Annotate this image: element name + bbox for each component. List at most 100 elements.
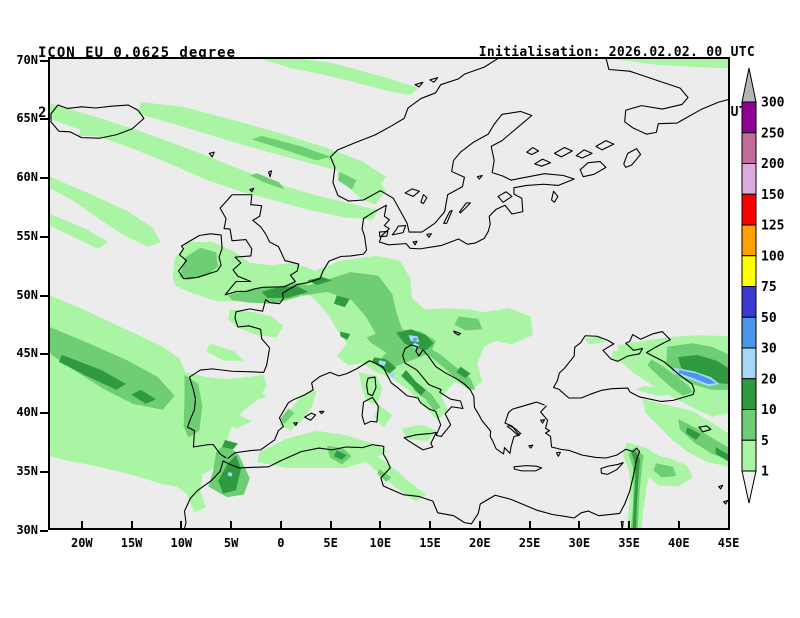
coastline — [183, 405, 641, 528]
lon-tick — [429, 521, 432, 528]
coastline — [420, 194, 428, 205]
lon-tick — [130, 521, 133, 528]
lat-tick — [40, 294, 48, 297]
precip-area — [131, 389, 156, 404]
lon-tick-label: 30E — [568, 536, 591, 550]
lat-tick — [40, 177, 48, 180]
precip-area — [249, 173, 285, 190]
coastline — [412, 240, 418, 246]
precip-area — [454, 316, 483, 331]
precip-area — [228, 309, 284, 338]
precip-area — [138, 102, 387, 187]
colorbar-tick-label: 300 — [761, 96, 785, 111]
precip-area — [337, 172, 357, 190]
lon-tick — [379, 521, 382, 528]
coastline — [361, 396, 379, 425]
coastline — [605, 59, 728, 135]
precip-area — [307, 276, 332, 285]
lon-tick-label: 20W — [70, 536, 93, 550]
lon-tick-label: 5E — [323, 536, 338, 550]
precip-area — [251, 135, 331, 161]
lat-tick-label: 65N — [16, 111, 38, 126]
lon-tick — [279, 521, 282, 528]
colorbar-tick-label: 250 — [761, 126, 785, 141]
lon-tick — [478, 521, 481, 528]
lon-tick-label: 0 — [277, 536, 285, 550]
coastline — [623, 148, 642, 168]
colorbar-arrow-top — [741, 67, 757, 103]
coastline — [219, 194, 300, 296]
coastline — [497, 191, 513, 203]
lat-tick — [40, 118, 48, 121]
precip-area — [374, 405, 393, 428]
coastline — [534, 158, 552, 167]
precip-area — [678, 354, 728, 384]
coastline — [540, 419, 546, 424]
lat-tick — [40, 529, 48, 532]
lat-tick-label: 60N — [16, 170, 38, 185]
precip-area — [261, 59, 418, 96]
precip-area — [358, 372, 383, 404]
coastline — [506, 424, 522, 436]
precip-area — [336, 161, 386, 205]
lat-tick-label: 70N — [16, 52, 38, 67]
precip-area — [227, 471, 233, 477]
colorbar: 300 250 200 150 125 100 75 50 30 20 10 5 1 — [741, 67, 785, 504]
colorbar-segment — [741, 193, 757, 226]
lon-tick-label: 35E — [618, 536, 640, 550]
precip-area — [612, 59, 728, 69]
lon-tick-label: 10W — [170, 536, 193, 550]
precip-area — [715, 446, 728, 462]
colorbar-segment — [741, 224, 757, 257]
lat-tick-label: 50N — [16, 287, 38, 302]
coastline — [458, 202, 471, 214]
precip-area — [413, 338, 418, 341]
lon-tick-label: 40E — [667, 536, 690, 550]
coastline — [227, 344, 545, 460]
lat-tick-label: 35N — [16, 463, 38, 478]
colorbar-tick-label: 125 — [761, 219, 784, 234]
lat-tick-label: 55N — [16, 228, 38, 243]
precip-area — [686, 427, 701, 440]
precip-area — [340, 331, 351, 340]
colorbar-segment — [741, 439, 757, 472]
colorbar-tick-label: 75 — [761, 280, 777, 295]
colorbar-segment — [741, 163, 757, 195]
precip-area — [183, 374, 203, 438]
precip-area — [363, 451, 426, 502]
lon-tick — [329, 521, 332, 528]
coastline — [555, 451, 561, 457]
precip-layer — [50, 59, 728, 528]
lat-tick — [40, 235, 48, 238]
lat-tick — [40, 412, 48, 415]
colorbar-segment — [741, 409, 757, 441]
colorbar-tick-label: 200 — [761, 157, 785, 172]
coastline — [268, 170, 273, 178]
lon-tick-label: 10E — [369, 536, 392, 550]
precip-area — [401, 370, 426, 396]
colorbar-tick-label: 20 — [761, 372, 777, 387]
coastline — [528, 444, 534, 449]
coastline-layer — [50, 59, 728, 528]
coastline — [620, 521, 624, 528]
lon-tick-label: 5W — [223, 536, 239, 550]
colorbar-segment — [741, 286, 757, 318]
colorbar-segment — [741, 101, 757, 134]
colorbar-tick-label: 50 — [761, 311, 777, 326]
colorbar-segment — [741, 378, 757, 410]
colorbar-arrow-bottom — [741, 470, 757, 504]
coastline — [723, 499, 728, 505]
precip-area — [179, 247, 219, 281]
precip-area — [50, 103, 379, 220]
lat-tick — [40, 353, 48, 356]
lat-tick — [40, 470, 48, 473]
precip-area — [631, 451, 641, 528]
precip-area — [50, 213, 109, 249]
coastline — [186, 59, 575, 459]
precip-area — [293, 272, 403, 341]
coastline — [595, 140, 615, 151]
precip-area — [422, 345, 476, 390]
coastline — [378, 230, 389, 238]
precip-area — [58, 354, 127, 390]
